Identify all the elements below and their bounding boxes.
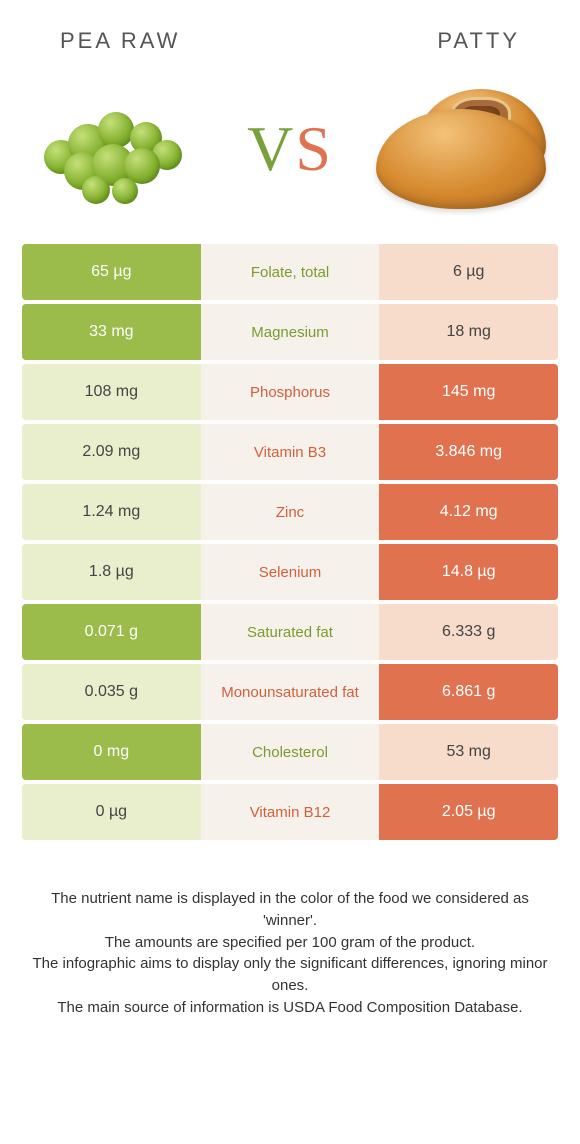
right-value: 3.846 mg xyxy=(379,424,558,480)
footer-line: The main source of information is USDA F… xyxy=(30,997,550,1019)
image-row: VS xyxy=(0,64,580,244)
table-row: 0.071 gSaturated fat6.333 g xyxy=(22,604,558,660)
table-row: 108 mgPhosphorus145 mg xyxy=(22,364,558,420)
table-row: 0 mgCholesterol53 mg xyxy=(22,724,558,780)
table-row: 65 µgFolate, total6 µg xyxy=(22,244,558,300)
footer-line: The nutrient name is displayed in the co… xyxy=(30,888,550,932)
right-value: 6.333 g xyxy=(379,604,558,660)
left-food-title: Pea raw xyxy=(60,28,180,54)
right-value: 2.05 µg xyxy=(379,784,558,840)
footer-notes: The nutrient name is displayed in the co… xyxy=(30,888,550,1019)
left-value: 0 mg xyxy=(22,724,201,780)
table-row: 1.24 mgZinc4.12 mg xyxy=(22,484,558,540)
left-value: 65 µg xyxy=(22,244,201,300)
footer-line: The amounts are specified per 100 gram o… xyxy=(30,932,550,954)
right-value: 53 mg xyxy=(379,724,558,780)
left-value: 0.035 g xyxy=(22,664,201,720)
right-food-title: Patty xyxy=(437,28,520,54)
left-value: 1.8 µg xyxy=(22,544,201,600)
vs-label: VS xyxy=(247,112,333,186)
left-value: 0.071 g xyxy=(22,604,201,660)
nutrient-label: Vitamin B3 xyxy=(201,424,380,480)
nutrient-label: Monounsaturated fat xyxy=(201,664,380,720)
right-value: 4.12 mg xyxy=(379,484,558,540)
nutrient-table: 65 µgFolate, total6 µg33 mgMagnesium18 m… xyxy=(22,244,558,840)
table-row: 0 µgVitamin B122.05 µg xyxy=(22,784,558,840)
nutrient-label: Phosphorus xyxy=(201,364,380,420)
right-value: 145 mg xyxy=(379,364,558,420)
vs-v: V xyxy=(247,113,295,184)
nutrient-label: Selenium xyxy=(201,544,380,600)
footer-line: The infographic aims to display only the… xyxy=(30,953,550,997)
left-value: 1.24 mg xyxy=(22,484,201,540)
nutrient-label: Vitamin B12 xyxy=(201,784,380,840)
patty-image xyxy=(376,84,556,214)
nutrient-label: Folate, total xyxy=(201,244,380,300)
right-value: 6.861 g xyxy=(379,664,558,720)
vs-s: S xyxy=(295,113,333,184)
table-row: 2.09 mgVitamin B33.846 mg xyxy=(22,424,558,480)
left-value: 2.09 mg xyxy=(22,424,201,480)
right-value: 18 mg xyxy=(379,304,558,360)
nutrient-label: Saturated fat xyxy=(201,604,380,660)
nutrient-label: Zinc xyxy=(201,484,380,540)
left-value: 108 mg xyxy=(22,364,201,420)
right-value: 14.8 µg xyxy=(379,544,558,600)
header: Pea raw Patty xyxy=(0,0,580,64)
nutrient-label: Cholesterol xyxy=(201,724,380,780)
right-value: 6 µg xyxy=(379,244,558,300)
nutrient-label: Magnesium xyxy=(201,304,380,360)
table-row: 0.035 gMonounsaturated fat6.861 g xyxy=(22,664,558,720)
table-row: 1.8 µgSelenium14.8 µg xyxy=(22,544,558,600)
table-row: 33 mgMagnesium18 mg xyxy=(22,304,558,360)
left-value: 33 mg xyxy=(22,304,201,360)
left-value: 0 µg xyxy=(22,784,201,840)
pea-image xyxy=(24,84,204,214)
